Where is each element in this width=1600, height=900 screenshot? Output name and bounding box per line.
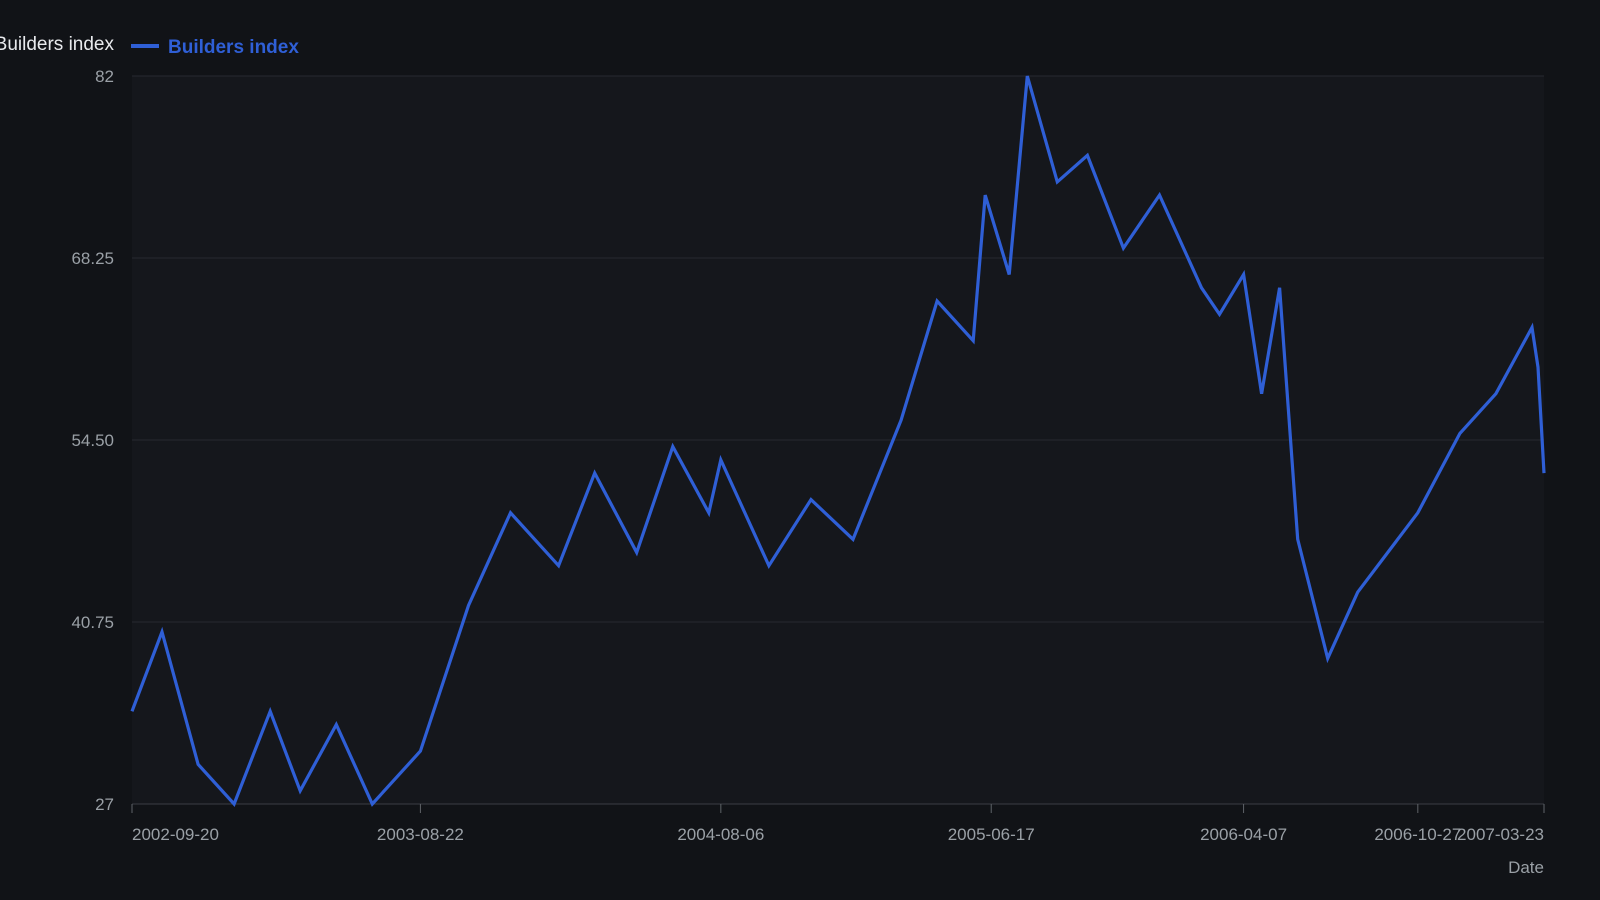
y-axis-ticks: 27 40.75 54.50 68.25 82 bbox=[71, 67, 114, 814]
legend-label: Builders index bbox=[168, 37, 299, 58]
y-tick-label: 54.50 bbox=[71, 431, 114, 450]
x-tick-label: 2007-03-23 bbox=[1457, 825, 1544, 844]
y-axis-title: Builders index bbox=[0, 34, 115, 55]
y-tick-label: 82 bbox=[95, 67, 114, 86]
grid-lines bbox=[132, 75, 1544, 623]
x-tick-label: 2004-08-06 bbox=[677, 825, 764, 844]
series-layer bbox=[130, 75, 1546, 807]
y-tick-label: 27 bbox=[95, 795, 114, 814]
series-line bbox=[130, 75, 1546, 807]
y-tick-label: 68.25 bbox=[71, 249, 114, 268]
x-tick-label: 2005-06-17 bbox=[948, 825, 1035, 844]
x-axis-ticks: 2002-09-20 2003-08-22 2004-08-06 2005-06-17… bbox=[131, 804, 1545, 844]
x-tick-label: 2006-10-27 bbox=[1374, 825, 1461, 844]
y-tick-label: 40.75 bbox=[71, 613, 114, 632]
x-tick-label: 2006-04-07 bbox=[1200, 825, 1287, 844]
x-tick-label: 2003-08-22 bbox=[377, 825, 464, 844]
x-axis-title: Date bbox=[1508, 858, 1544, 877]
x-tick-label: 2002-09-20 bbox=[132, 825, 219, 844]
